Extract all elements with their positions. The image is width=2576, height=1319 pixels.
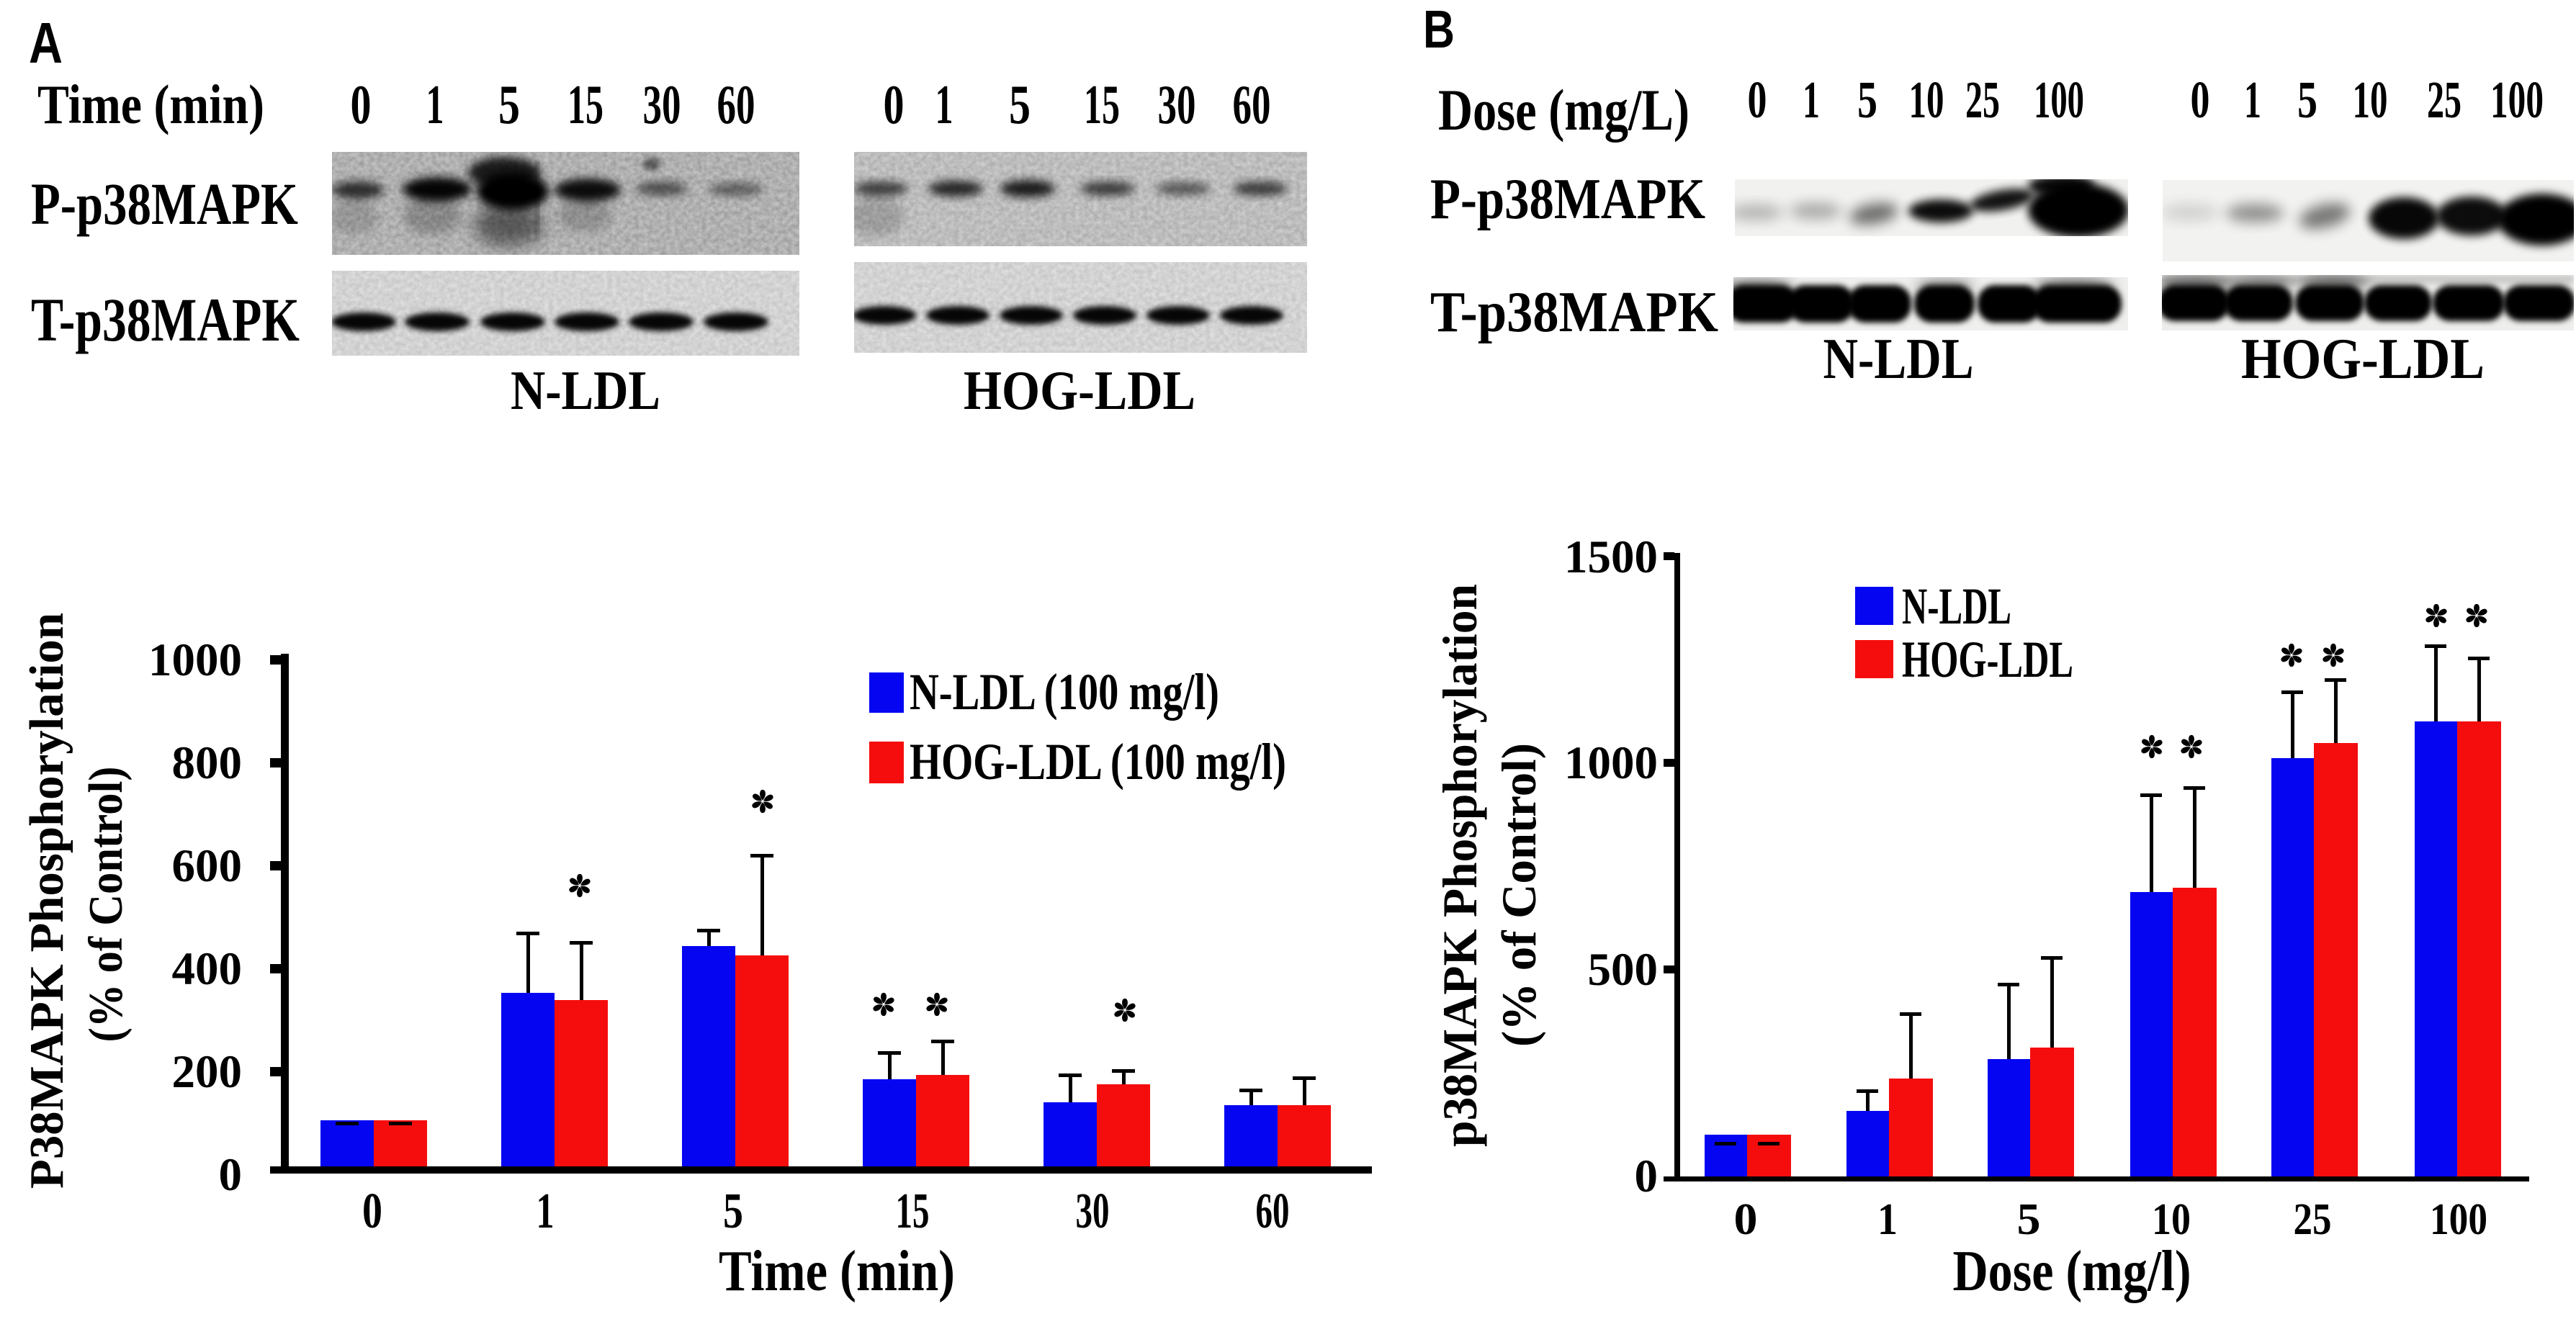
svg-text:1: 1: [1877, 1195, 1898, 1244]
svg-text:25: 25: [2427, 71, 2461, 129]
svg-text:Dose (mg/l): Dose (mg/l): [1953, 1240, 2191, 1303]
svg-text:Time (min): Time (min): [719, 1240, 955, 1303]
svg-text:15: 15: [567, 73, 603, 135]
svg-text:0: 0: [351, 73, 372, 135]
svg-text:25: 25: [2294, 1195, 2332, 1244]
svg-text:5: 5: [1009, 73, 1031, 135]
svg-text:0: 0: [1635, 1151, 1659, 1202]
svg-text:1: 1: [537, 1184, 555, 1239]
svg-text:P38MAPK Phosphorylation: P38MAPK Phosphorylation: [20, 613, 73, 1189]
svg-text:N-LDL (100 mg/l): N-LDL (100 mg/l): [910, 663, 1219, 721]
svg-text:1: 1: [426, 73, 444, 135]
svg-text:100: 100: [2490, 71, 2544, 129]
svg-text:1000: 1000: [1564, 737, 1658, 789]
svg-text:N-LDL: N-LDL: [511, 359, 660, 421]
svg-text:1: 1: [1803, 71, 1820, 129]
svg-text:30: 30: [1158, 73, 1196, 135]
svg-text:400: 400: [172, 943, 243, 995]
svg-text:HOG-LDL (100 mg/l): HOG-LDL (100 mg/l): [910, 733, 1286, 791]
svg-text:(% of Control): (% of Control): [1491, 743, 1546, 1047]
svg-text:N-LDL: N-LDL: [1902, 577, 2011, 635]
svg-text:100: 100: [2034, 71, 2084, 129]
svg-text:HOG-LDL: HOG-LDL: [964, 359, 1195, 421]
svg-text:0: 0: [1734, 1195, 1758, 1244]
svg-text:HOG-LDL: HOG-LDL: [2241, 328, 2485, 391]
svg-text:0: 0: [2191, 71, 2210, 129]
svg-text:30: 30: [1076, 1184, 1110, 1239]
svg-text:1000: 1000: [148, 634, 242, 686]
svg-text:5: 5: [2297, 71, 2317, 129]
svg-text:P-p38MAPK: P-p38MAPK: [31, 171, 298, 237]
svg-text:5: 5: [723, 1184, 743, 1239]
svg-text:15: 15: [896, 1184, 930, 1239]
svg-text:800: 800: [172, 737, 243, 789]
svg-text:30: 30: [643, 73, 681, 135]
svg-text:10: 10: [1909, 71, 1944, 129]
svg-text:Time (min): Time (min): [37, 73, 264, 135]
svg-text:10: 10: [2152, 1195, 2191, 1244]
svg-text:1: 1: [2244, 71, 2261, 129]
svg-text:HOG-LDL: HOG-LDL: [1902, 631, 2073, 688]
svg-text:5: 5: [1857, 71, 1877, 129]
svg-text:10: 10: [2353, 71, 2388, 129]
svg-text:5: 5: [498, 73, 520, 135]
svg-text:B: B: [1423, 0, 1455, 59]
svg-text:Dose (mg/L): Dose (mg/L): [1438, 77, 1689, 143]
svg-text:T-p38MAPK: T-p38MAPK: [31, 285, 300, 354]
svg-text:0: 0: [362, 1184, 382, 1239]
svg-text:100: 100: [2430, 1195, 2487, 1244]
svg-text:200: 200: [172, 1046, 243, 1098]
svg-text:60: 60: [717, 73, 755, 135]
svg-text:A: A: [29, 11, 63, 75]
svg-text:60: 60: [1256, 1184, 1290, 1239]
svg-text:p38MAPK Phosphorylation: p38MAPK Phosphorylation: [1432, 584, 1487, 1147]
svg-text:0: 0: [219, 1149, 243, 1201]
svg-text:25: 25: [1965, 71, 2000, 129]
svg-text:T-p38MAPK: T-p38MAPK: [1430, 281, 1718, 344]
svg-text:500: 500: [1588, 944, 1659, 996]
svg-text:600: 600: [172, 840, 243, 892]
svg-text:1500: 1500: [1564, 531, 1658, 583]
svg-text:N-LDL: N-LDL: [1823, 328, 1974, 391]
svg-text:5: 5: [2017, 1195, 2041, 1244]
svg-text:60: 60: [1233, 73, 1271, 135]
svg-text:P-p38MAPK: P-p38MAPK: [1430, 166, 1705, 231]
svg-text:(% of Control): (% of Control): [79, 767, 133, 1043]
svg-text:1: 1: [935, 73, 953, 135]
svg-text:15: 15: [1084, 73, 1120, 135]
svg-text:0: 0: [884, 73, 905, 135]
svg-text:0: 0: [1748, 71, 1767, 129]
